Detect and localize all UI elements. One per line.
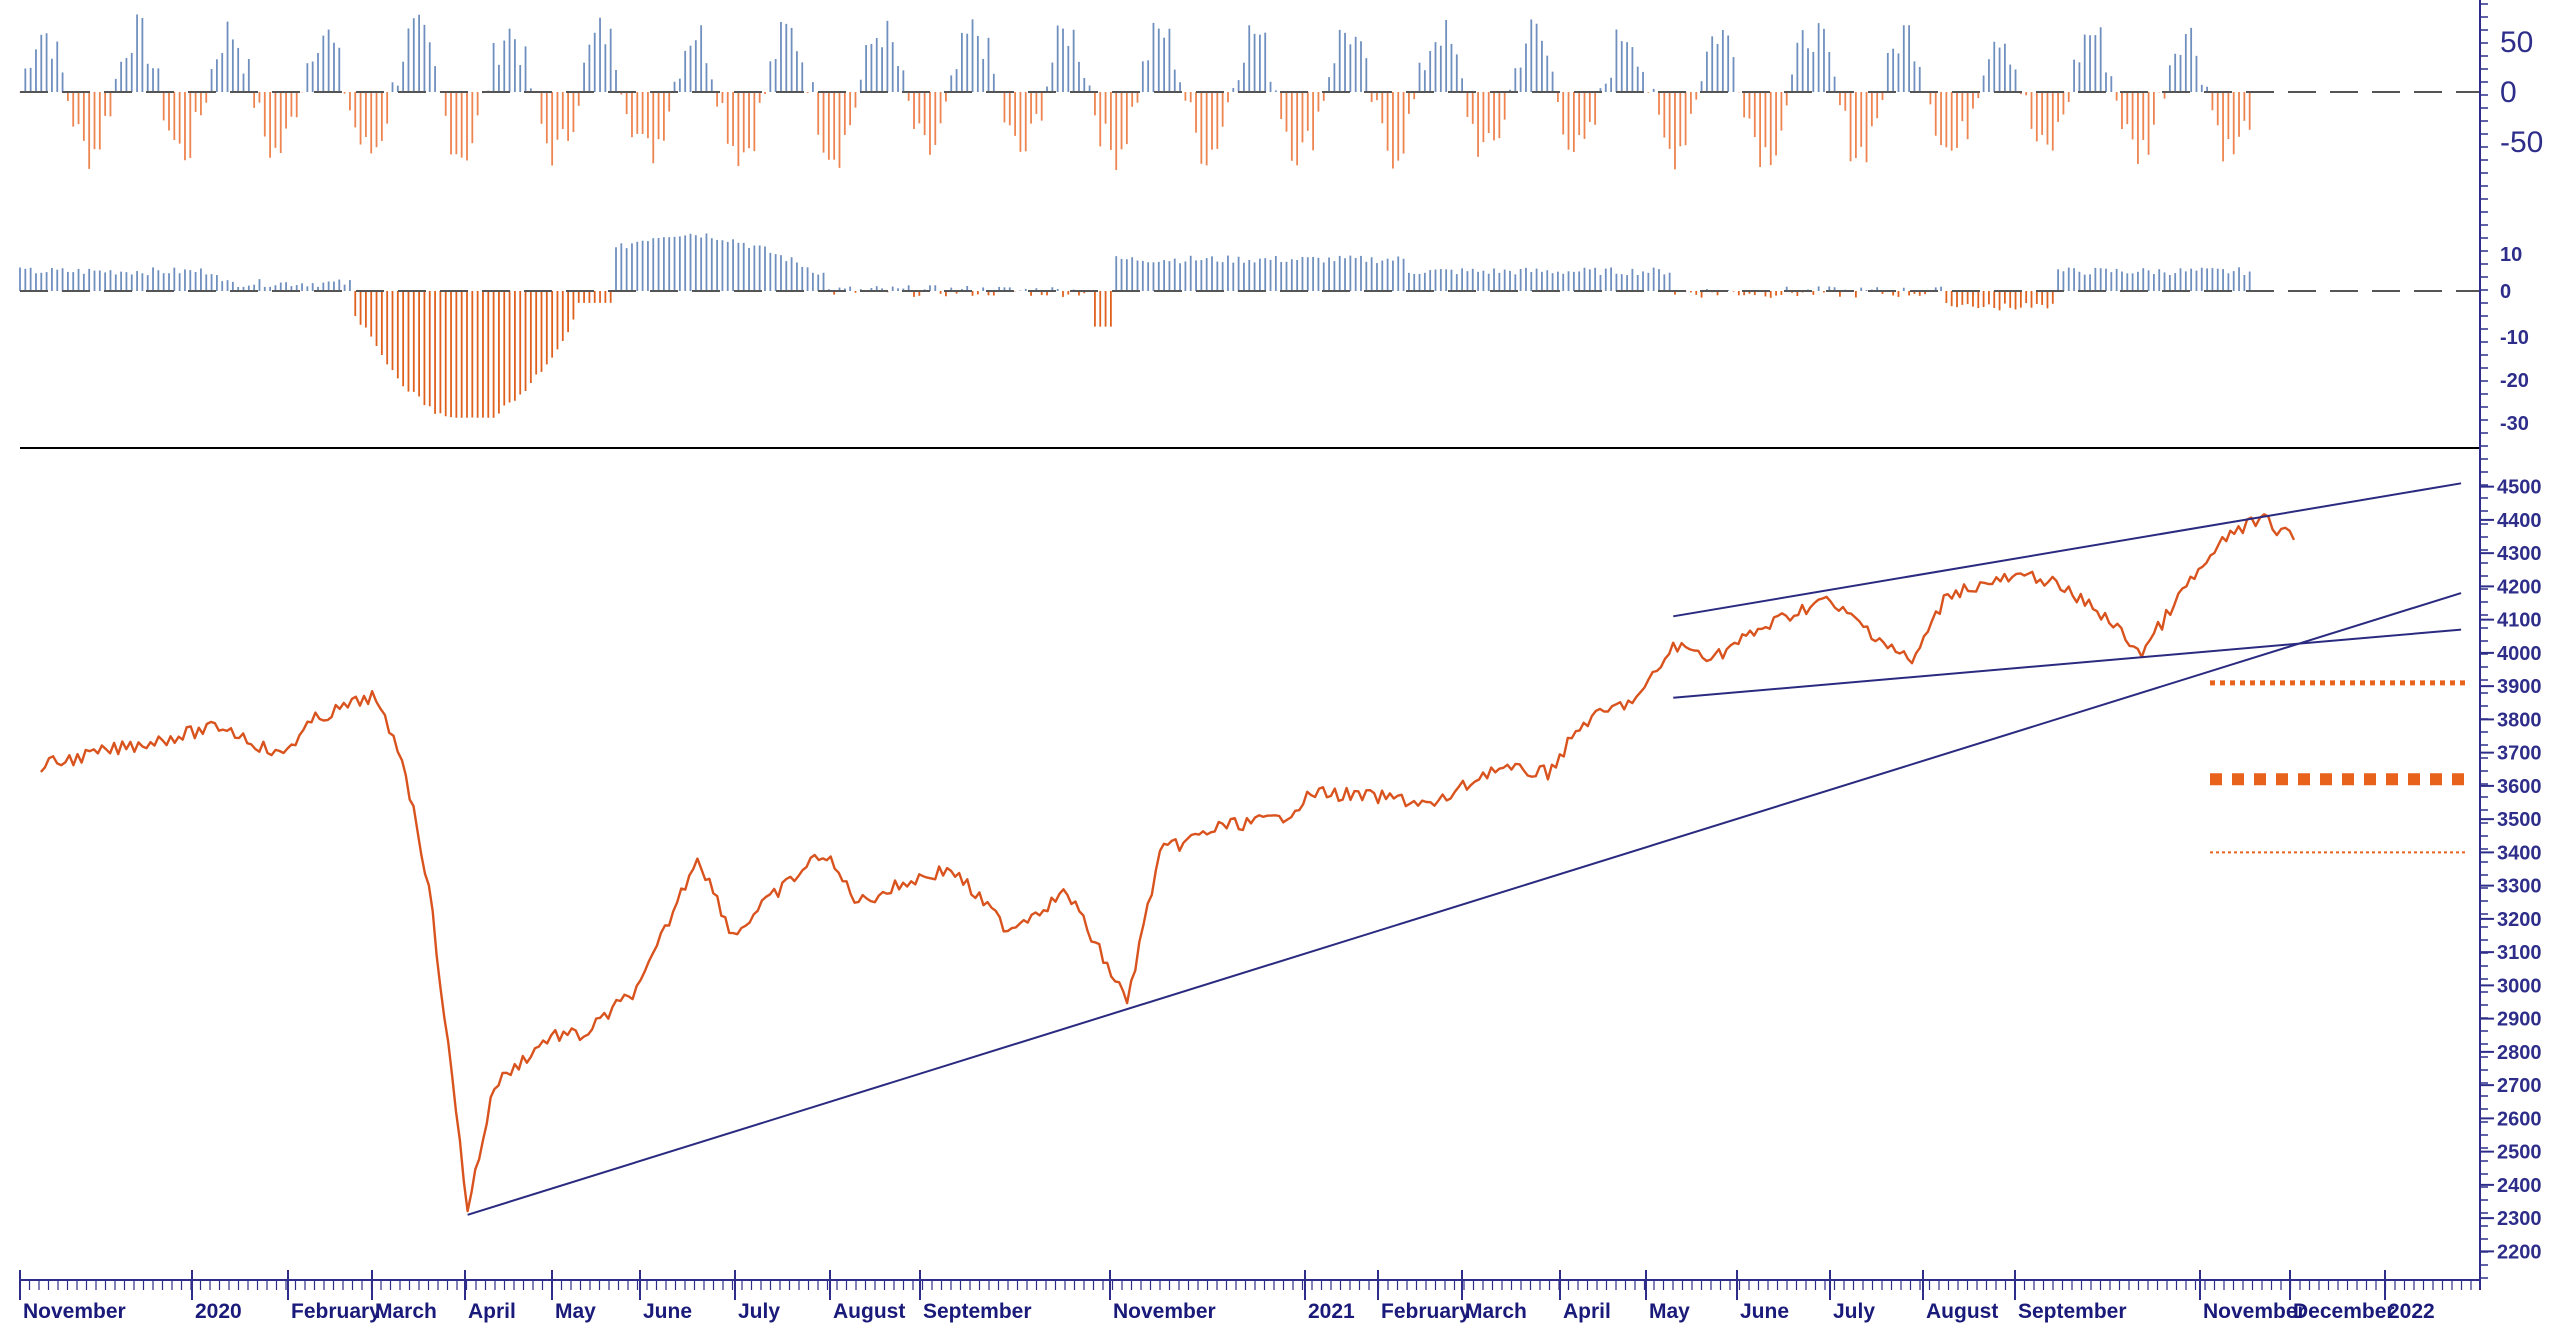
price-panel	[40, 482, 2465, 1216]
x-tick-label: 2021	[1308, 1300, 1355, 1323]
y-tick-label-top: 50	[2500, 26, 2533, 59]
y-tick-label-price: 3900	[2497, 676, 2542, 698]
y-tick-label-price: 2700	[2497, 1075, 2542, 1097]
y-tick-label-price: 4500	[2497, 477, 2542, 499]
x-tick-label: November	[23, 1300, 126, 1323]
x-tick-label: May	[555, 1300, 596, 1323]
y-tick-label-price: 2200	[2497, 1241, 2542, 1263]
x-tick-label: July	[1833, 1300, 1875, 1323]
x-tick-label: 2020	[195, 1300, 242, 1323]
y-tick-label-top: 0	[2500, 76, 2517, 109]
y-tick-label-price: 2500	[2497, 1142, 2542, 1164]
x-tick-label: May	[1649, 1300, 1690, 1323]
y-tick-label-middle: -10	[2500, 327, 2529, 349]
y-tick-label-top: -50	[2500, 126, 2543, 159]
price-series-line	[40, 513, 2296, 1213]
trendline-long-term-support	[467, 592, 2462, 1216]
y-tick-label-price: 3000	[2497, 975, 2542, 997]
x-tick-label: February	[291, 1300, 381, 1323]
y-tick-label-price: 2800	[2497, 1042, 2542, 1064]
x-tick-label: September	[2018, 1300, 2127, 1323]
middle-oscillator-panel	[19, 233, 2480, 418]
y-tick-label-price: 3500	[2497, 809, 2542, 831]
y-tick-label-price: 4200	[2497, 576, 2542, 598]
x-tick-label: November	[1113, 1300, 1216, 1323]
y-tick-label-price: 2400	[2497, 1175, 2542, 1197]
y-tick-label-price: 4100	[2497, 610, 2542, 632]
y-tick-label-price: 2300	[2497, 1208, 2542, 1230]
y-tick-label-price: 4400	[2497, 510, 2542, 532]
y-tick-label-price: 3800	[2497, 709, 2542, 731]
y-tick-label-price: 2600	[2497, 1108, 2542, 1130]
y-tick-label-price: 4000	[2497, 643, 2542, 665]
x-tick-label: December	[2293, 1300, 2395, 1323]
y-tick-label-price: 2900	[2497, 1009, 2542, 1031]
y-tick-label-middle: -30	[2500, 413, 2529, 435]
y-tick-label-price: 3400	[2497, 842, 2542, 864]
y-tick-label-price: 4300	[2497, 543, 2542, 565]
x-tick-label: August	[833, 1300, 905, 1323]
x-tick-label: August	[1926, 1300, 1998, 1323]
y-tick-label-price: 3200	[2497, 909, 2542, 931]
x-tick-label: November	[2203, 1300, 2306, 1323]
y-tick-label-price: 3600	[2497, 776, 2542, 798]
x-tick-label: June	[643, 1300, 692, 1323]
x-tick-label: April	[468, 1300, 516, 1323]
x-tick-label: July	[738, 1300, 780, 1323]
y-tick-label-price: 3700	[2497, 743, 2542, 765]
top-oscillator-panel	[19, 14, 2480, 171]
trendline-channel-upper	[1673, 482, 2462, 618]
trendline-channel-lower	[1673, 628, 2462, 699]
y-tick-label-middle: -20	[2500, 370, 2529, 392]
x-tick-label: March	[375, 1300, 437, 1323]
x-tick-label: April	[1563, 1300, 1611, 1323]
x-tick-label: March	[1465, 1300, 1527, 1323]
x-tick-label: February	[1381, 1300, 1471, 1323]
y-tick-label-price: 3300	[2497, 876, 2542, 898]
y-tick-label-middle: 10	[2500, 244, 2522, 266]
right-y-axis: 50 0 -50 10 0 -10 -20 -30 4500 4400 4300 4200 4100 40…	[2479, 0, 2543, 1290]
y-tick-label-price: 3100	[2497, 942, 2542, 964]
y-tick-label-middle: 0	[2500, 281, 2511, 303]
x-tick-label: September	[923, 1300, 1032, 1323]
x-tick-label: June	[1740, 1300, 1789, 1323]
x-tick-label: 2022	[2388, 1300, 2435, 1323]
